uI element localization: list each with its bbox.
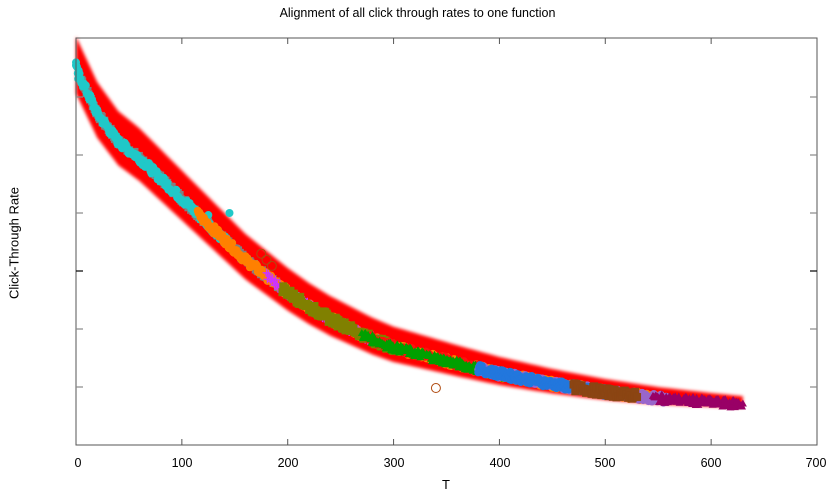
series-dark-brown bbox=[569, 379, 642, 403]
x-axis-label: T bbox=[442, 477, 450, 492]
x-tick-label: 0 bbox=[74, 456, 82, 470]
x-tick-label: 100 bbox=[171, 456, 193, 470]
series-dark-magenta bbox=[648, 390, 747, 411]
data-series bbox=[72, 58, 747, 411]
axes-frame bbox=[75, 37, 818, 446]
x-tick-label: 500 bbox=[594, 456, 616, 470]
chart-title: Alignment of all click through rates to … bbox=[279, 6, 556, 20]
x-tick-label: 600 bbox=[700, 456, 722, 470]
x-tick-label: 400 bbox=[489, 456, 511, 470]
x-tick-label: 700 bbox=[805, 456, 827, 470]
series-orange bbox=[193, 206, 663, 405]
x-tick-label: 200 bbox=[277, 456, 299, 470]
axis-ticks bbox=[75, 38, 818, 445]
x-tick-label: 300 bbox=[383, 456, 405, 470]
y-axis-label: Click-Through Rate bbox=[6, 187, 22, 299]
